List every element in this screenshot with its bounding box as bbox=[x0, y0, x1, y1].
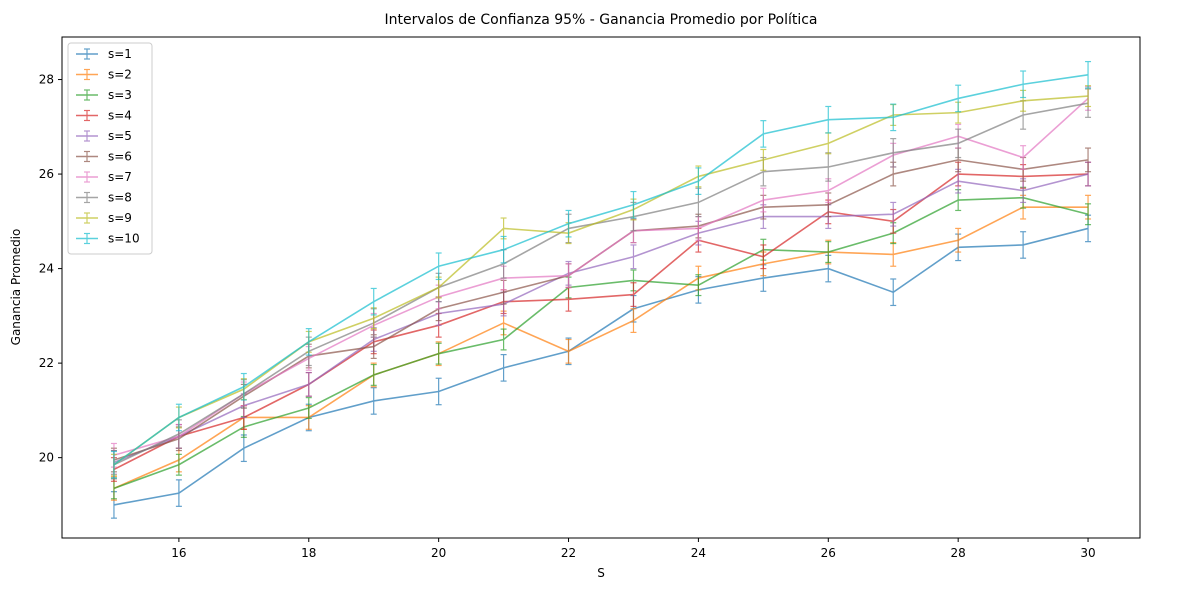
legend-handle bbox=[76, 150, 98, 163]
legend-item: s=8 bbox=[76, 191, 132, 205]
series-line bbox=[113, 173, 1089, 464]
legend-handle bbox=[76, 89, 98, 101]
series-line bbox=[113, 196, 1089, 490]
legend-item: s=3 bbox=[76, 88, 132, 102]
x-tick-label: 26 bbox=[821, 546, 836, 560]
legend-label: s=10 bbox=[108, 232, 140, 246]
x-tick-label: 18 bbox=[301, 546, 316, 560]
series-s-5 bbox=[110, 161, 1092, 475]
legend-item: s=1 bbox=[76, 47, 132, 61]
x-tick-label: 30 bbox=[1080, 546, 1095, 560]
legend-label: s=7 bbox=[108, 170, 132, 184]
plot-area bbox=[110, 60, 1092, 519]
y-tick-label: 24 bbox=[39, 262, 54, 276]
plot-frame bbox=[61, 36, 1141, 539]
legend-item: s=4 bbox=[76, 109, 132, 123]
y-tick-label: 28 bbox=[39, 73, 54, 87]
legend-item: s=10 bbox=[76, 232, 140, 246]
x-tick-label: 28 bbox=[951, 546, 966, 560]
legend-handle bbox=[76, 109, 98, 122]
legend-label: s=4 bbox=[108, 109, 132, 123]
x-tick-label: 24 bbox=[691, 546, 706, 560]
series-line bbox=[113, 95, 1089, 466]
x-tick-label: 16 bbox=[171, 546, 186, 560]
y-tick-label: 22 bbox=[39, 356, 54, 370]
y-axis-label: Ganancia Promedio bbox=[9, 229, 23, 346]
series-line bbox=[113, 227, 1089, 506]
series-line bbox=[113, 97, 1089, 457]
series-s-10 bbox=[110, 60, 1092, 479]
legend: s=1 s=2 s=3 s=4 s=5 s=6 s=7 s=8 s=9 s=10 bbox=[67, 42, 153, 255]
legend-label: s=8 bbox=[108, 191, 132, 205]
y-tick-label: 26 bbox=[39, 167, 54, 181]
legend-item: s=6 bbox=[76, 150, 132, 164]
legend-handle bbox=[76, 171, 98, 183]
legend-item: s=7 bbox=[76, 170, 132, 184]
x-axis: 16 18 20 22 24 26 28 30 bbox=[171, 538, 1096, 560]
y-tick-label: 20 bbox=[39, 451, 54, 465]
legend-label: s=5 bbox=[108, 129, 132, 143]
legend-handle bbox=[76, 48, 98, 60]
legend-handle bbox=[76, 232, 98, 245]
series-s-8 bbox=[110, 88, 1092, 480]
x-tick-label: 20 bbox=[431, 546, 446, 560]
legend-item: s=2 bbox=[76, 68, 132, 82]
legend-label: s=6 bbox=[108, 150, 132, 164]
legend-label: s=3 bbox=[108, 88, 132, 102]
legend-handle bbox=[76, 191, 98, 204]
legend-handle bbox=[76, 68, 98, 81]
legend-item: s=5 bbox=[76, 129, 132, 143]
chart-title: Intervalos de Confianza 95% - Ganancia P… bbox=[384, 12, 817, 28]
legend-label: s=9 bbox=[108, 211, 132, 225]
legend-item: s=9 bbox=[76, 211, 132, 225]
y-axis: 20 22 24 26 28 bbox=[39, 73, 62, 465]
x-axis-label: S bbox=[597, 566, 605, 580]
legend-label: s=1 bbox=[108, 47, 132, 61]
legend-handle bbox=[76, 212, 98, 224]
legend-label: s=2 bbox=[108, 68, 132, 82]
legend-handle bbox=[76, 130, 98, 142]
series-line bbox=[113, 74, 1089, 466]
x-tick-label: 22 bbox=[561, 546, 576, 560]
series-line bbox=[113, 102, 1089, 466]
